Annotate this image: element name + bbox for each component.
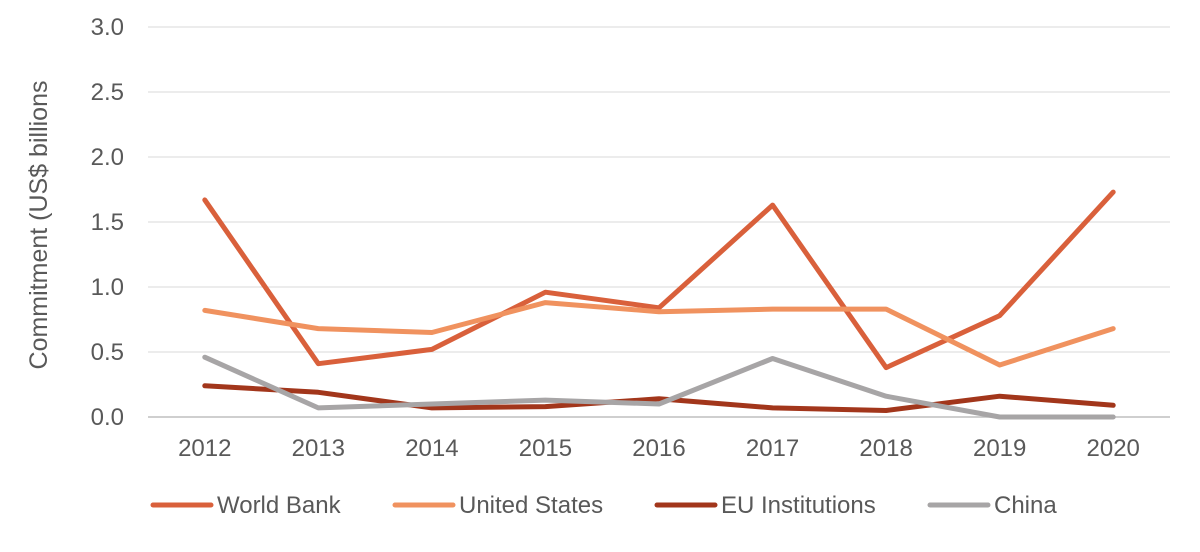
x-tick-label: 2014 xyxy=(405,435,458,462)
y-axis-ticks: 0.0 0.5 1.0 1.5 2.0 2.5 3.0 xyxy=(91,14,124,431)
x-tick-label: 2018 xyxy=(859,435,912,462)
y-tick-label: 1.5 xyxy=(91,209,124,236)
series-lines xyxy=(202,189,1116,420)
x-axis-ticks: 2012 2013 2014 2015 2016 2017 2018 2019 2020 xyxy=(178,435,1140,462)
legend-item-world-bank: World Bank xyxy=(150,492,342,519)
x-tick-label: 2019 xyxy=(973,435,1026,462)
legend-label: EU Institutions xyxy=(721,492,876,519)
legend-item-united-states: United States xyxy=(392,492,603,519)
legend-item-china: China xyxy=(927,492,1057,519)
y-tick-label: 2.0 xyxy=(91,144,124,171)
y-tick-label: 0.0 xyxy=(91,404,124,431)
y-tick-label: 3.0 xyxy=(91,14,124,41)
y-tick-label: 2.5 xyxy=(91,79,124,106)
legend-item-eu-institutions: EU Institutions xyxy=(654,492,876,519)
series-line-eu-institutions xyxy=(202,383,1116,413)
x-tick-label: 2013 xyxy=(292,435,345,462)
x-tick-label: 2020 xyxy=(1087,435,1140,462)
series-line-united-states xyxy=(202,300,1116,368)
legend-label: China xyxy=(994,492,1057,519)
y-tick-label: 0.5 xyxy=(91,339,124,366)
y-axis-title: Commitment (US$ billions xyxy=(25,81,53,370)
legend-label: World Bank xyxy=(217,492,342,519)
x-tick-label: 2012 xyxy=(178,435,231,462)
y-tick-label: 1.0 xyxy=(91,274,124,301)
series-line-world-bank xyxy=(202,189,1116,371)
legend: World Bank United States EU Institutions Ch… xyxy=(150,492,1057,519)
x-tick-label: 2017 xyxy=(746,435,799,462)
series-line-china xyxy=(202,354,1116,420)
legend-label: United States xyxy=(459,492,603,519)
x-tick-label: 2016 xyxy=(632,435,685,462)
x-tick-label: 2015 xyxy=(519,435,572,462)
